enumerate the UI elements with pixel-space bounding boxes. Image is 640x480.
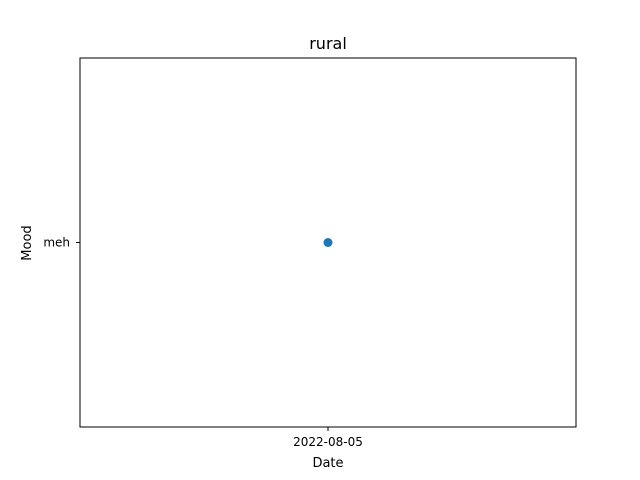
data-point — [323, 238, 333, 247]
y-axis-label: Mood — [20, 225, 35, 260]
y-tick-label: meh — [43, 236, 70, 250]
x-axis-label: Date — [312, 456, 343, 471]
chart-title: rural — [309, 34, 347, 53]
x-axis: 2022-08-05 — [293, 427, 363, 449]
y-axis: meh — [43, 236, 80, 250]
data-points — [323, 238, 333, 247]
x-tick-label: 2022-08-05 — [293, 435, 363, 449]
